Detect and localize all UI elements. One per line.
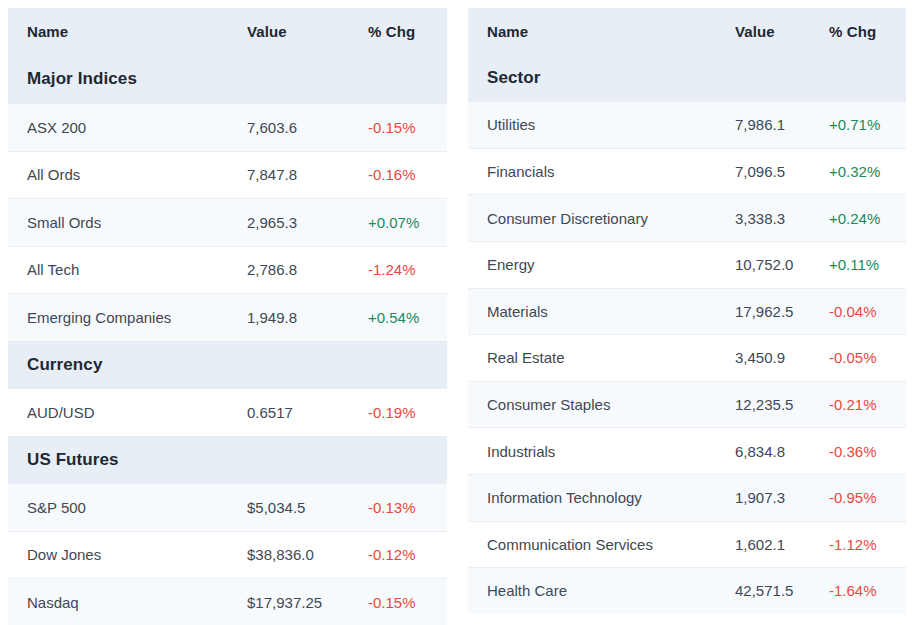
instrument-name: S&P 500 [8,499,247,516]
instrument-value: 3,338.3 [735,210,829,227]
instrument-name: Energy [468,256,735,273]
markets-summary-table: Name Value % Chg Major Indices ASX 2007,6… [8,8,447,625]
instrument-name: Information Technology [468,489,735,506]
pct-change: -0.21% [829,396,906,413]
instrument-value: 42,571.5 [735,582,829,599]
instrument-value: 1,949.8 [247,309,368,326]
instrument-name: Financials [468,163,735,180]
table-row-all-tech: All Tech2,786.8-1.24% [8,246,447,294]
table-row-materials: Materials17,962.5-0.04% [468,288,906,335]
table-row-information-technology: Information Technology1,907.3-0.95% [468,474,906,521]
instrument-value: 1,602.1 [735,536,829,553]
instrument-name: All Tech [8,261,247,278]
column-header-value: Value [735,23,829,40]
column-header-name: Name [468,23,735,40]
instrument-name: AUD/USD [8,404,247,421]
pct-change: -0.95% [829,489,906,506]
instrument-value: 7,603.6 [247,119,368,136]
section-title: Sector [468,68,735,88]
instrument-value: 2,786.8 [247,261,368,278]
pct-change: -0.13% [368,499,447,516]
instrument-name: Small Ords [8,214,247,231]
table-row-asx-200: ASX 2007,603.6-0.15% [8,103,447,151]
pct-change: +0.71% [829,116,906,133]
column-header-name: Name [8,23,247,40]
table-row-small-ords: Small Ords2,965.3+0.07% [8,198,447,246]
section-header-sector: Sector [468,55,906,102]
table-row-utilities: Utilities7,986.1+0.71% [468,101,906,148]
instrument-name: Consumer Staples [468,396,735,413]
pct-change: +0.54% [368,309,447,326]
instrument-value: 1,907.3 [735,489,829,506]
sectors-summary-table: Name Value % Chg SectorUtilities7,986.1+… [468,8,906,614]
instrument-name: Utilities [468,116,735,133]
table-row-consumer-staples: Consumer Staples12,235.5-0.21% [468,381,906,428]
pct-change: -0.04% [829,303,906,320]
instrument-value: 10,752.0 [735,256,829,273]
pct-change: -0.12% [368,546,447,563]
instrument-name: Nasdaq [8,594,247,611]
pct-change: -0.16% [368,166,447,183]
pct-change: -1.12% [829,536,906,553]
instrument-name: Health Care [468,582,735,599]
instrument-value: 2,965.3 [247,214,368,231]
table-row-energy: Energy10,752.0+0.11% [468,241,906,288]
section-title: Currency [8,355,247,375]
column-header-row: Name Value % Chg [8,8,447,56]
instrument-value: 7,986.1 [735,116,829,133]
pct-change: -1.24% [368,261,447,278]
instrument-value: 17,962.5 [735,303,829,320]
instrument-name: Emerging Companies [8,309,247,326]
table-row-health-care: Health Care42,571.5-1.64% [468,567,906,614]
table-row-real-estate: Real Estate3,450.9-0.05% [468,334,906,381]
pct-change: -0.15% [368,119,447,136]
instrument-value: $17,937.25 [247,594,368,611]
instrument-value: 0.6517 [247,404,368,421]
instrument-value: 12,235.5 [735,396,829,413]
instrument-value: 6,834.8 [735,443,829,460]
instrument-value: 7,096.5 [735,163,829,180]
instrument-name: Consumer Discretionary [468,210,735,227]
instrument-name: ASX 200 [8,119,247,136]
pct-change: -0.05% [829,349,906,366]
section-title: US Futures [8,450,247,470]
section-title: Major Indices [8,69,247,89]
instrument-name: Industrials [468,443,735,460]
section-header-us-futures: US Futures [8,436,447,484]
table-row-financials: Financials7,096.5+0.32% [468,148,906,195]
market-overview-widget: Name Value % Chg Major Indices ASX 2007,6… [0,0,912,625]
column-header-value: Value [247,23,368,40]
column-header-chg: % Chg [829,23,906,40]
table-row-s-p-500: S&P 500$5,034.5-0.13% [8,483,447,531]
instrument-value: $38,836.0 [247,546,368,563]
instrument-name: Materials [468,303,735,320]
section-header-major-indices: Major Indices [8,56,447,104]
table-row-dow-jones: Dow Jones$38,836.0-0.12% [8,531,447,579]
pct-change: +0.24% [829,210,906,227]
table-row-communication-services: Communication Services1,602.1-1.12% [468,521,906,568]
pct-change: -0.36% [829,443,906,460]
table-row-aud-usd: AUD/USD0.6517-0.19% [8,388,447,436]
instrument-value: 7,847.8 [247,166,368,183]
instrument-name: All Ords [8,166,247,183]
pct-change: +0.32% [829,163,906,180]
table-row-nasdaq: Nasdaq$17,937.25-0.15% [8,578,447,625]
pct-change: -1.64% [829,582,906,599]
pct-change: +0.11% [829,256,906,273]
instrument-name: Dow Jones [8,546,247,563]
instrument-value: $5,034.5 [247,499,368,516]
table-row-all-ords: All Ords7,847.8-0.16% [8,151,447,199]
pct-change: +0.07% [368,214,447,231]
instrument-name: Communication Services [468,536,735,553]
column-header-chg: % Chg [368,23,447,40]
table-row-emerging-companies: Emerging Companies1,949.8+0.54% [8,293,447,341]
pct-change: -0.19% [368,404,447,421]
column-header-row: Name Value % Chg [468,8,906,55]
table-row-consumer-discretionary: Consumer Discretionary3,338.3+0.24% [468,194,906,241]
pct-change: -0.15% [368,594,447,611]
instrument-value: 3,450.9 [735,349,829,366]
table-row-industrials: Industrials6,834.8-0.36% [468,427,906,474]
instrument-name: Real Estate [468,349,735,366]
section-header-currency: Currency [8,341,447,389]
